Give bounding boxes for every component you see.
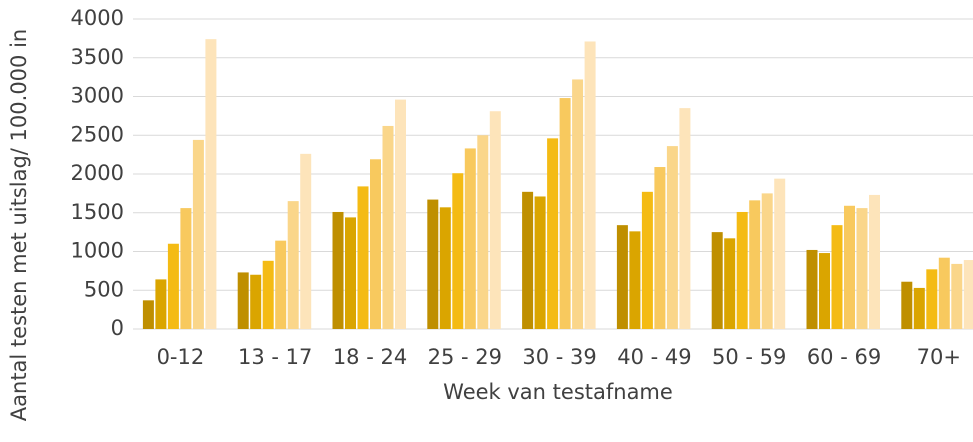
bar [831, 225, 843, 329]
y-axis-title: Aantal testen met uitslag/ 100.000 in [7, 29, 31, 421]
y-tick-label: 0 [111, 316, 124, 340]
bar [452, 173, 464, 329]
bar [559, 98, 571, 329]
bar [357, 186, 369, 329]
bar [951, 263, 963, 329]
x-axis-title: Week van testafname [443, 380, 673, 404]
x-tick-label: 18 - 24 [333, 345, 407, 369]
y-tick-label: 500 [84, 277, 124, 301]
bar [547, 138, 559, 329]
bar [370, 159, 381, 329]
bar [819, 253, 830, 329]
bar [332, 211, 344, 329]
bar [963, 260, 973, 329]
bar [869, 194, 880, 329]
bar [629, 231, 641, 329]
x-tick-label: 13 - 17 [238, 345, 312, 369]
bar [584, 41, 596, 329]
x-tick-label: 70+ [917, 345, 961, 369]
bar [654, 167, 666, 329]
bar [250, 274, 262, 329]
bar [724, 238, 736, 329]
bar [142, 300, 154, 329]
y-tick-label: 1500 [71, 200, 124, 224]
bar [856, 208, 868, 329]
x-tick-label: 50 - 59 [712, 345, 786, 369]
bar [616, 225, 628, 329]
bar [395, 99, 406, 329]
bar [736, 211, 748, 329]
bar [237, 272, 249, 329]
bar [155, 279, 167, 329]
bar [167, 243, 179, 329]
bar [262, 260, 274, 329]
bar [913, 287, 925, 329]
bar [464, 148, 476, 329]
bar [679, 108, 691, 329]
bar [427, 199, 439, 329]
y-tick-label: 3500 [71, 45, 124, 69]
bar [844, 205, 855, 329]
bar [534, 196, 546, 329]
bar [774, 178, 786, 329]
bar [300, 153, 312, 329]
y-tick-label: 3000 [71, 84, 124, 108]
x-tick-label: 40 - 49 [617, 345, 691, 369]
y-tick-label: 2000 [71, 161, 124, 185]
x-tick-label: 30 - 39 [522, 345, 596, 369]
bar [205, 39, 217, 330]
bar [345, 217, 356, 329]
bar [275, 240, 287, 329]
bar [522, 191, 534, 329]
bar [711, 232, 723, 329]
bar [192, 139, 204, 329]
bar [287, 201, 299, 329]
bar [901, 281, 913, 329]
bar [761, 193, 773, 329]
bar [926, 269, 938, 329]
bar [180, 208, 192, 329]
y-tick-label: 2500 [71, 122, 124, 146]
bar [439, 207, 451, 329]
bar [666, 146, 678, 329]
bar [489, 111, 501, 329]
bar [641, 191, 653, 329]
x-tick-label: 25 - 29 [428, 345, 502, 369]
bar [938, 257, 950, 329]
x-tick-label: 60 - 69 [807, 345, 881, 369]
bar [572, 79, 584, 329]
x-tick-label: 0-12 [157, 345, 205, 369]
bar [806, 249, 818, 329]
bar [382, 125, 394, 329]
y-tick-label: 4000 [71, 6, 124, 30]
y-tick-label: 1000 [71, 239, 124, 263]
bar [749, 200, 761, 329]
bar [477, 135, 489, 329]
